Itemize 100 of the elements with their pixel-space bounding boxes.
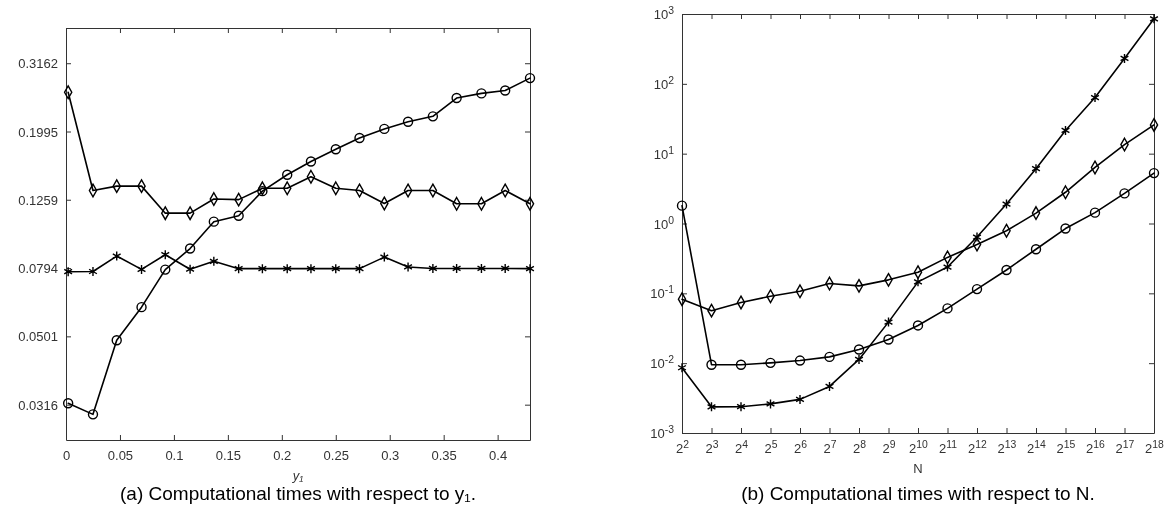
point <box>765 357 776 369</box>
point <box>706 359 717 370</box>
point <box>883 316 894 328</box>
point <box>1149 13 1159 25</box>
x-tick-label: 2$^{15}$ <box>1056 438 1076 456</box>
point <box>971 283 983 295</box>
point <box>735 359 747 370</box>
point <box>972 231 982 243</box>
y-tick-label: 0.1259 <box>18 192 58 208</box>
x-tick-label: 0.1 <box>165 448 184 463</box>
x-tick-label: 0.35 <box>431 448 457 463</box>
point <box>765 398 776 410</box>
point <box>62 398 74 409</box>
x-tick-label: 2$^{11}$ <box>938 438 958 456</box>
point <box>795 394 805 405</box>
x-axis-title: N <box>913 461 923 476</box>
y-tick-label: 10$^{3}$ <box>653 4 675 23</box>
x-tick-label: 2$^{3}$ <box>705 438 719 456</box>
point <box>160 249 170 260</box>
x-tick-label: 2$^{5}$ <box>764 438 778 456</box>
point <box>136 264 147 275</box>
point <box>306 263 316 274</box>
x-tick-label: 0.3 <box>381 448 400 463</box>
point <box>209 256 219 267</box>
point <box>706 401 717 413</box>
point <box>112 250 122 262</box>
x-tick-label: 2$^{7}$ <box>823 438 837 456</box>
point <box>87 409 99 420</box>
y-tick-label: 0.1995 <box>18 124 58 140</box>
point <box>354 132 365 144</box>
x-tick-label: 0 <box>62 448 71 463</box>
point <box>1001 198 1012 210</box>
point <box>824 381 835 392</box>
point <box>676 200 688 211</box>
x-tick-label: 0.2 <box>273 448 292 463</box>
x-axis-title: y₁ <box>291 468 304 483</box>
point <box>331 263 341 274</box>
point <box>403 261 413 273</box>
point <box>942 303 953 314</box>
x-tick-label: 0.15 <box>215 448 242 463</box>
point <box>1119 53 1130 64</box>
y-tick-label: 10$^{1}$ <box>653 144 675 162</box>
point <box>428 263 438 274</box>
point <box>1060 125 1071 136</box>
point <box>354 263 365 274</box>
x-tick-label: 2$^{18}$ <box>1145 438 1165 456</box>
point <box>853 344 865 355</box>
y-tick-label: 10$^{0}$ <box>653 214 675 232</box>
x-tick-label: 2$^{12}$ <box>968 438 988 456</box>
point <box>234 263 244 274</box>
point <box>257 263 267 274</box>
point <box>282 169 293 180</box>
point <box>88 266 98 277</box>
point <box>476 263 487 274</box>
point <box>330 144 341 155</box>
point <box>476 88 487 99</box>
point <box>794 355 806 366</box>
x-tick-label: 2$^{9}$ <box>882 438 896 456</box>
y-tick-label: 10$^{2}$ <box>653 74 675 92</box>
x-tick-label: 0.4 <box>489 448 508 463</box>
y-tick-label: 0.0794 <box>18 261 58 277</box>
point <box>524 72 536 84</box>
x-tick-label: 2$^{2}$ <box>675 438 690 456</box>
point <box>185 264 195 275</box>
x-tick-label: 2$^{8}$ <box>852 438 867 456</box>
x-tick-label: 2$^{10}$ <box>909 438 929 456</box>
point <box>500 263 510 274</box>
point <box>883 334 894 345</box>
point <box>233 210 244 221</box>
point <box>736 401 746 412</box>
text: (b) Computational times with respect to N. <box>741 483 1095 504</box>
x-tick-label: 2$^{6}$ <box>793 438 808 456</box>
y-tick-label: 10$^{-3}$ <box>650 423 675 442</box>
point <box>1001 264 1012 276</box>
point <box>451 92 462 104</box>
x-tick-label: 2$^{13}$ <box>997 438 1017 456</box>
y-tick-label: 0.0316 <box>18 397 58 413</box>
point <box>452 263 462 274</box>
y-tick-label: 10$^{-1}$ <box>650 283 675 302</box>
point <box>379 251 389 263</box>
point <box>184 243 196 254</box>
point <box>63 266 73 277</box>
x-tick-label: 2$^{16}$ <box>1086 438 1106 456</box>
point <box>525 263 535 274</box>
x-tick-label: 2$^{4}$ <box>734 438 749 456</box>
point <box>854 354 864 365</box>
point <box>912 320 924 331</box>
point <box>208 216 220 227</box>
point <box>1119 188 1130 199</box>
point <box>1089 207 1101 218</box>
x-tick-label: 2$^{14}$ <box>1027 438 1047 456</box>
point <box>1090 92 1100 103</box>
point <box>160 264 171 275</box>
point <box>427 111 439 122</box>
x-tick-label: 2$^{17}$ <box>1115 438 1135 456</box>
point <box>136 301 147 313</box>
point <box>402 116 414 127</box>
point <box>824 351 835 363</box>
y-tick-label: 0.3162 <box>18 56 58 72</box>
point <box>499 85 511 96</box>
